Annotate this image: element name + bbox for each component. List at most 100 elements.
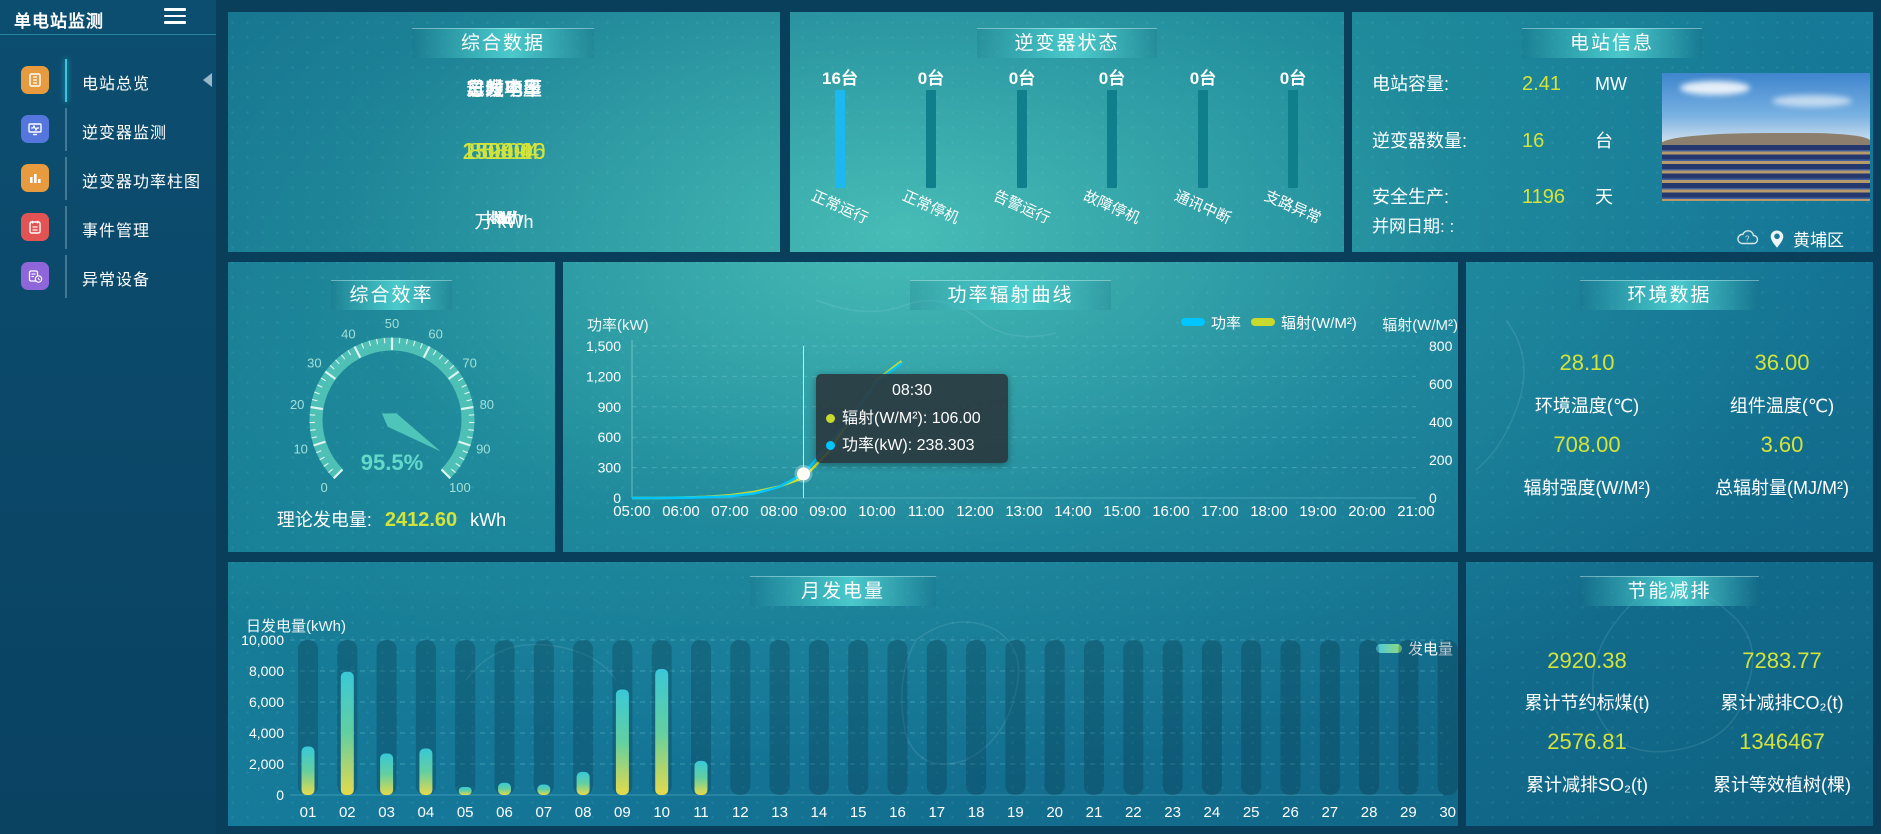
indicator-line	[65, 157, 67, 200]
svg-text:08:00: 08:00	[760, 503, 798, 520]
inverter-count: 0台	[1098, 69, 1126, 88]
inverter-status-bar	[926, 90, 936, 188]
svg-text:01: 01	[300, 804, 317, 821]
collapse-panel-arrow[interactable]	[203, 73, 212, 87]
overview-metric: 母线电压 0.00 V	[228, 79, 542, 834]
env-irradiance: 708.00	[1553, 432, 1621, 457]
env-module-temp-label: 组件温度(℃)	[1729, 396, 1835, 416]
sidebar-menu: 电站总览 逆变器监测 逆变器功率柱图 事	[0, 34, 216, 301]
indicator-line	[65, 255, 67, 298]
bar-chart-icon	[21, 164, 49, 192]
svg-text:0: 0	[613, 490, 621, 506]
inverter-status-label: 支路异常	[1261, 187, 1324, 228]
panel-energy-saving: 节能减排 2920.38 7283.77 累计节约标煤(t) 累计减排CO₂(t…	[1466, 562, 1873, 826]
saving-so2-label: 累计减排SO₂(t)	[1526, 775, 1648, 795]
svg-text:11: 11	[693, 804, 709, 821]
row-label: 逆变器数量:	[1372, 131, 1468, 151]
svg-text:50: 50	[385, 316, 399, 331]
row-value: 16	[1522, 130, 1545, 152]
svg-text:20: 20	[290, 397, 304, 412]
svg-text:13: 13	[771, 804, 788, 821]
panel-title: 电站信息	[1522, 28, 1702, 58]
svg-text:70: 70	[462, 356, 476, 371]
svg-text:2,000: 2,000	[249, 756, 284, 772]
svg-text:600: 600	[1429, 376, 1453, 392]
svg-text:13:00: 13:00	[1005, 503, 1043, 520]
theory-unit: kWh	[470, 510, 507, 530]
sidebar-item-station-overview[interactable]: 电站总览	[0, 56, 216, 105]
svg-text:09: 09	[614, 804, 631, 821]
svg-text:30: 30	[307, 356, 321, 371]
monthly-legend[interactable]: 发电量	[1376, 638, 1453, 659]
sidebar-item-abnormal-devices[interactable]: 异常设备	[0, 252, 216, 301]
panel-title: 综合效率	[331, 280, 452, 310]
sidebar-item-inverter-monitor[interactable]: 逆变器监测	[0, 105, 216, 154]
svg-text:21:00: 21:00	[1397, 503, 1435, 520]
metric-unit: Hz	[493, 208, 515, 228]
metric-label: 日发电量	[465, 79, 542, 100]
saving-trees: 1346467	[1739, 729, 1825, 754]
svg-text:0: 0	[321, 480, 328, 495]
svg-text:27: 27	[1321, 804, 1338, 821]
panel-title: 功率辐射曲线	[910, 280, 1111, 310]
svg-text:10:00: 10:00	[858, 503, 896, 520]
svg-text:05: 05	[457, 804, 474, 821]
inverter-count: 0台	[1279, 69, 1307, 88]
svg-text:07:00: 07:00	[711, 503, 749, 520]
metric-label: 母线电压	[465, 79, 542, 100]
panel-title: 月发电量	[750, 576, 936, 606]
station-safe-days-row: 安全生产: 1196 天	[1372, 183, 1672, 208]
panel-title: 节能减排	[1580, 576, 1759, 606]
svg-text:1,200: 1,200	[586, 368, 621, 384]
saving-co2-label: 累计减排CO₂(t)	[1720, 693, 1844, 713]
svg-text:95.5%: 95.5%	[361, 450, 423, 475]
sidebar-item-inverter-power-bars[interactable]: 逆变器功率柱图	[0, 154, 216, 203]
panel-monthly-generation: 月发电量 日发电量(kWh) 发电量 10,000 8,000 6,000 4,000…	[228, 562, 1458, 826]
legend-power[interactable]: 功率	[1181, 312, 1241, 332]
svg-text:14: 14	[811, 804, 828, 821]
sidebar-header: 单电站监测	[0, 0, 216, 35]
row-unit: 台	[1595, 131, 1614, 151]
notepad-icon	[21, 213, 49, 241]
svg-text:10: 10	[293, 442, 307, 457]
metric-value: 1328.46	[462, 138, 546, 164]
row-value: 1196	[1522, 186, 1566, 208]
inverter-count: 0台	[1189, 69, 1217, 88]
inverter-status-label: 通讯中断	[1171, 187, 1234, 228]
location-pin-icon	[1770, 230, 1784, 247]
photo-mountains	[1662, 133, 1870, 146]
metric-label: 实时功率	[465, 79, 542, 100]
svg-text:22: 22	[1125, 804, 1142, 821]
station-location: 黄埔区	[1793, 231, 1844, 250]
metric-value: 0.00	[481, 138, 527, 164]
svg-text:100: 100	[449, 480, 471, 495]
metric-label: 总发电量	[465, 79, 542, 100]
svg-text:12:00: 12:00	[956, 503, 994, 520]
inverter-status-label: 正常停机	[899, 187, 962, 228]
legend-radiation[interactable]: 辐射(W/M²)	[1251, 312, 1357, 332]
photo-solar-array	[1662, 144, 1870, 201]
metric-unit: kWh	[486, 208, 522, 228]
inverter-status-bar	[1017, 90, 1027, 188]
svg-text:20:00: 20:00	[1348, 503, 1386, 520]
svg-text:4,000: 4,000	[249, 725, 284, 741]
inverter-status-bar	[1107, 90, 1117, 188]
env-ambient-temp: 28.10	[1559, 350, 1615, 375]
svg-text:21: 21	[1086, 804, 1103, 821]
indicator-line	[65, 206, 67, 249]
menu-toggle-icon[interactable]	[164, 8, 186, 26]
panel-title: 环境数据	[1580, 280, 1759, 310]
svg-text:04: 04	[418, 804, 435, 821]
indicator-line	[65, 108, 67, 151]
svg-text:40: 40	[341, 326, 355, 341]
svg-text:200: 200	[1429, 452, 1453, 468]
svg-text:8,000: 8,000	[249, 663, 284, 679]
row-label: 电站容量:	[1372, 74, 1450, 94]
sidebar-item-event-management[interactable]: 事件管理	[0, 203, 216, 252]
right-axis-title: 辐射(W/M²)	[1382, 317, 1458, 334]
theory-value: 2412.60	[384, 509, 458, 531]
station-footer: 并网日期: : ? 黄埔区	[1372, 212, 1852, 250]
panel-environment: 环境数据 28.10 36.00 环境温度(℃) 组件温度(℃) 708.00 …	[1466, 262, 1873, 552]
inverter-status-bar	[835, 90, 845, 188]
monitor-pulse-icon	[21, 115, 49, 143]
